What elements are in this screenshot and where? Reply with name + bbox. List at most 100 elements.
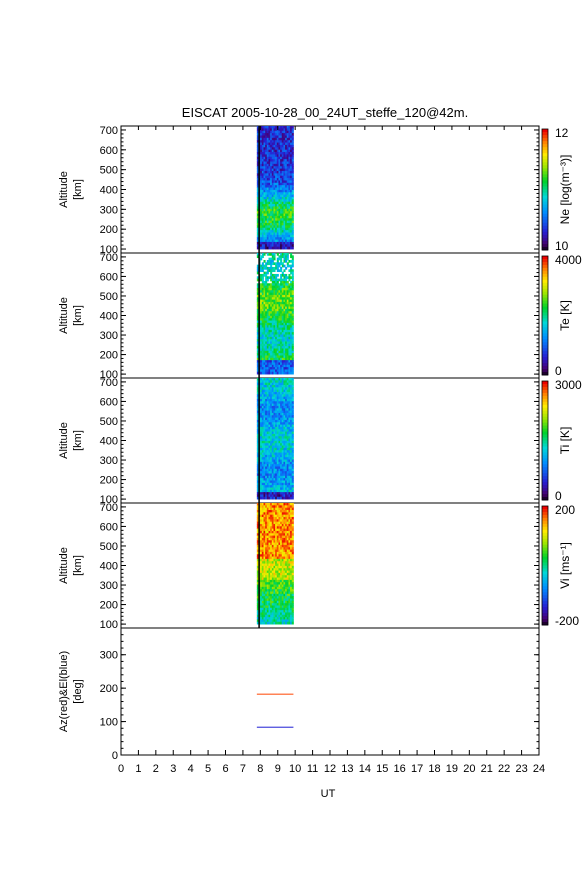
- heatmap-cell: [266, 426, 269, 430]
- heatmap-cell: [283, 415, 286, 418]
- heatmap-cell: [281, 273, 284, 277]
- heatmap-cell: [281, 610, 284, 613]
- heatmap-cell: [276, 170, 279, 174]
- heatmap-cell: [291, 259, 294, 263]
- heatmap-cell: [261, 461, 264, 465]
- heatmap-cell: [273, 380, 276, 384]
- heatmap-cell: [261, 382, 264, 386]
- heatmap-cell: [278, 360, 281, 363]
- heatmap-cell: [278, 364, 281, 368]
- heatmap-cell: [266, 364, 269, 368]
- heatmap-cell: [268, 185, 271, 188]
- heatmap-cell: [283, 450, 286, 453]
- heatmap-cell: [281, 600, 284, 604]
- heatmap-cell: [278, 269, 281, 273]
- heatmap-cell: [260, 156, 263, 160]
- heatmap-cell: [268, 253, 271, 256]
- heatmap-cell: [283, 438, 286, 442]
- heatmap-cell: [273, 570, 276, 574]
- heatmap-cell: [273, 408, 276, 412]
- heatmap-cell: [281, 526, 284, 530]
- heatmap-cell: [275, 313, 278, 317]
- heatmap-cell: [280, 512, 283, 516]
- heatmap-cell: [261, 336, 264, 340]
- heatmap-cell: [283, 350, 286, 354]
- heatmap-cell: [280, 299, 283, 303]
- heatmap-cell: [286, 287, 289, 291]
- heatmap-cell: [291, 166, 294, 169]
- heatmap-cell: [260, 466, 263, 470]
- heatmap-cell: [273, 403, 276, 407]
- heatmap-cell: [286, 283, 289, 287]
- heatmap-cell: [291, 512, 294, 516]
- heatmap-cell: [283, 412, 286, 416]
- heatmap-cell: [280, 438, 283, 442]
- heatmap-cell: [260, 403, 263, 407]
- heatmap-cell: [271, 617, 274, 620]
- heatmap-cell: [286, 360, 289, 363]
- heatmap-cell: [266, 480, 269, 484]
- heatmap-cell: [281, 572, 284, 576]
- heatmap-cell: [260, 419, 263, 423]
- heatmap-cell: [271, 540, 274, 543]
- heatmap-cell: [270, 159, 273, 162]
- heatmap-cell: [285, 389, 288, 393]
- heatmap-cell: [285, 306, 288, 310]
- heatmap-cell: [260, 239, 263, 243]
- heatmap-cell: [276, 514, 279, 518]
- heatmap-cell: [256, 433, 259, 437]
- heatmap-cell: [268, 568, 271, 571]
- heatmap-cell: [263, 526, 266, 530]
- heatmap-cell: [266, 528, 269, 532]
- heatmap-cell: [260, 452, 263, 456]
- heatmap-cell: [283, 218, 286, 222]
- heatmap-cell: [283, 475, 286, 479]
- heatmap-cell: [278, 516, 281, 520]
- heatmap-cell: [256, 241, 259, 245]
- heatmap-cell: [268, 168, 271, 172]
- heatmap-cell: [263, 336, 266, 340]
- heatmap-cell: [291, 489, 294, 493]
- heatmap-cell: [271, 405, 274, 409]
- heatmap-cell: [271, 353, 274, 356]
- heatmap-cell: [263, 208, 266, 212]
- colorbar-band: [542, 514, 548, 519]
- heatmap-cell: [256, 445, 259, 449]
- heatmap-cell: [265, 512, 268, 516]
- heatmap-cell: [275, 512, 278, 516]
- heatmap-cell: [260, 273, 263, 277]
- heatmap-cell: [271, 301, 274, 305]
- heatmap-cell: [288, 482, 291, 486]
- heatmap-cell: [273, 276, 276, 280]
- heatmap-cell: [288, 438, 291, 442]
- heatmap-cell: [263, 523, 266, 527]
- heatmap-cell: [271, 396, 274, 400]
- heatmap-cell: [276, 339, 279, 342]
- heatmap-cell: [268, 283, 271, 287]
- heatmap-cell: [270, 357, 273, 361]
- heatmap-cell: [261, 561, 264, 564]
- heatmap-cell: [273, 355, 276, 359]
- heatmap-cell: [290, 336, 293, 340]
- heatmap-cell: [266, 369, 269, 373]
- heatmap-cell: [283, 528, 286, 532]
- heatmap-cell: [288, 178, 291, 181]
- heatmap-cell: [281, 621, 284, 625]
- heatmap-cell: [266, 461, 269, 465]
- heatmap-cell: [260, 540, 263, 543]
- heatmap-cell: [290, 419, 293, 423]
- heatmap-cell: [260, 301, 263, 305]
- heatmap-cell: [261, 405, 264, 409]
- heatmap-cell: [286, 185, 289, 188]
- heatmap-cell: [278, 168, 281, 172]
- heatmap-cell: [291, 565, 294, 569]
- heatmap-cell: [285, 480, 288, 484]
- heatmap-cell: [290, 322, 293, 326]
- heatmap-cell: [288, 408, 291, 412]
- heatmap-cell: [266, 436, 269, 439]
- heatmap-cell: [283, 426, 286, 430]
- heatmap-cell: [291, 357, 294, 361]
- heatmap-cell: [290, 180, 293, 184]
- heatmap-cell: [270, 589, 273, 592]
- heatmap-cell: [290, 367, 293, 370]
